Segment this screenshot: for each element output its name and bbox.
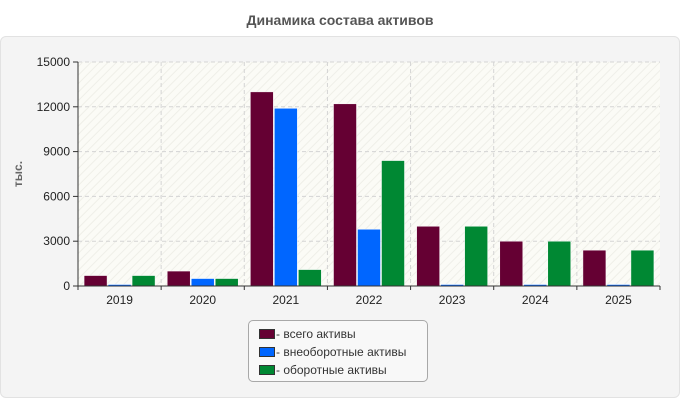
y-tick-label: 12000	[37, 100, 71, 114]
bar-2020-series-1	[190, 278, 215, 287]
y-tick-label: 15000	[37, 55, 71, 69]
x-tick-label: 2024	[522, 293, 549, 307]
bar-2025-series-0	[582, 249, 607, 287]
chart-legend: - всего активы - внеоборотные активы - о…	[248, 320, 428, 382]
x-tick-label: 2019	[106, 293, 133, 307]
legend-label-current-assets: - оборотные активы	[276, 363, 387, 377]
y-tick-label: 0	[63, 279, 70, 293]
bar-2022-series-1	[357, 229, 381, 287]
y-tick-label: 3000	[43, 234, 70, 248]
legend-label-total-assets: - всего активы	[276, 327, 356, 341]
y-tick-label: 9000	[43, 145, 70, 159]
bar-2019-series-2	[131, 275, 156, 287]
bar-2019-series-0	[83, 275, 108, 287]
legend-item-total-assets: - всего активы	[259, 325, 427, 343]
bar-2024-series-2	[547, 240, 572, 287]
bar-2022-series-2	[381, 160, 405, 287]
bar-2023-series-2	[464, 226, 488, 287]
bar-2021-series-2	[298, 269, 322, 287]
legend-item-current-assets: - оборотные активы	[259, 361, 427, 379]
bar-2022-series-0	[333, 103, 357, 287]
bar-2024-series-0	[499, 240, 524, 287]
bar-2021-series-1	[274, 108, 298, 287]
bar-2021-series-0	[250, 91, 274, 287]
x-tick-label: 2022	[356, 293, 383, 307]
y-axis-label: тыс.	[11, 161, 25, 187]
x-tick-label: 2021	[273, 293, 300, 307]
bar-2020-series-2	[214, 278, 239, 287]
x-tick-label: 2023	[439, 293, 466, 307]
y-tick-label: 6000	[43, 189, 70, 203]
chart-title: Динамика состава активов	[246, 12, 434, 28]
bar-2020-series-0	[166, 270, 191, 287]
legend-swatch-current-assets	[259, 365, 275, 375]
bar-2023-series-0	[416, 226, 440, 287]
x-tick-label: 2025	[605, 293, 632, 307]
legend-swatch-total-assets	[259, 329, 275, 339]
x-tick-label: 2020	[189, 293, 216, 307]
legend-swatch-noncurrent-assets	[259, 347, 275, 357]
legend-label-noncurrent-assets: - внеоборотные активы	[276, 345, 407, 359]
bar-2025-series-2	[630, 249, 655, 287]
legend-item-noncurrent-assets: - внеоборотные активы	[259, 343, 427, 361]
